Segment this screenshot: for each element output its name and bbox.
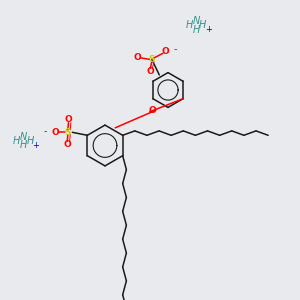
- Text: O: O: [51, 128, 59, 137]
- Text: O: O: [64, 115, 72, 124]
- Text: S: S: [64, 128, 71, 137]
- Text: S: S: [148, 55, 155, 64]
- Text: H: H: [20, 140, 27, 151]
- Text: H: H: [26, 136, 34, 146]
- Text: H: H: [13, 136, 20, 146]
- Text: O: O: [134, 53, 141, 62]
- Text: N: N: [20, 131, 27, 142]
- Text: N: N: [193, 16, 200, 26]
- Text: O: O: [146, 67, 154, 76]
- Text: -: -: [173, 44, 177, 54]
- Text: +: +: [205, 26, 212, 34]
- Text: H: H: [199, 20, 206, 31]
- Text: O: O: [149, 106, 157, 115]
- Text: H: H: [193, 25, 200, 35]
- Text: O: O: [63, 140, 71, 149]
- Text: O: O: [161, 47, 169, 56]
- Text: H: H: [185, 20, 193, 31]
- Text: -: -: [44, 126, 47, 136]
- Text: +: +: [32, 141, 39, 150]
